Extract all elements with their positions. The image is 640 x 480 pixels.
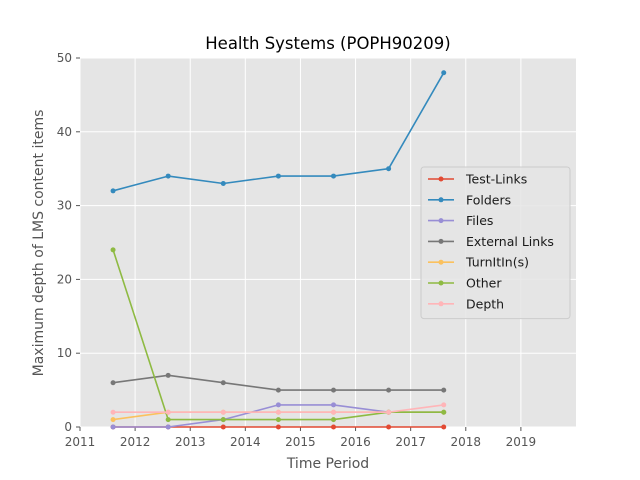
legend-item: TurnItIn(s) — [428, 255, 529, 270]
data-point-test-links — [331, 424, 337, 430]
data-point-test-links — [386, 424, 392, 430]
data-point-depth — [275, 409, 281, 415]
x-tick-label: 2011 — [65, 435, 96, 449]
legend-label: External Links — [466, 234, 554, 249]
legend-item: Folders — [428, 192, 511, 207]
x-tick-label: 2012 — [120, 435, 151, 449]
legend-item: Other — [428, 276, 502, 291]
y-tick-label: 30 — [57, 199, 72, 213]
series-folders — [110, 70, 447, 194]
data-point-other — [165, 417, 171, 423]
data-point-folders — [386, 166, 392, 172]
data-point-external-links — [331, 387, 337, 393]
y-tick-label: 20 — [57, 272, 72, 286]
legend-marker — [438, 197, 444, 203]
y-axis-ticks: 0 10 20 30 40 50 — [57, 51, 80, 434]
data-point-files — [275, 402, 281, 408]
series-depth — [110, 402, 447, 415]
data-point-other — [220, 417, 226, 423]
legend-label: TurnItIn(s) — [465, 255, 529, 270]
y-axis-label: Maximum depth of LMS content items — [31, 110, 47, 377]
data-point-folders — [331, 173, 337, 179]
series-external-links — [110, 372, 447, 393]
legend-box — [420, 166, 571, 320]
data-point-folders — [275, 173, 281, 179]
data-point-depth — [165, 409, 171, 415]
data-point-depth — [220, 409, 226, 415]
data-point-folders — [110, 188, 116, 194]
data-point-other — [441, 409, 447, 415]
data-point-depth — [331, 409, 337, 415]
y-tick-label: 40 — [57, 125, 72, 139]
legend: Test-Links Folders Files External Links Turn… — [420, 166, 571, 320]
legend-label: Test-Links — [465, 172, 527, 187]
data-point-turnitin-s — [110, 417, 116, 423]
data-point-external-links — [441, 387, 447, 393]
legend-label: Depth — [466, 296, 504, 311]
data-point-files — [110, 424, 116, 430]
data-point-depth — [441, 402, 447, 408]
x-tick-label: 2013 — [175, 435, 206, 449]
data-point-test-links — [220, 424, 226, 430]
data-point-other — [275, 417, 281, 423]
legend-marker — [438, 259, 444, 265]
data-point-test-links — [275, 424, 281, 430]
data-point-test-links — [441, 424, 447, 430]
legend-item: Depth — [428, 296, 504, 311]
x-tick-label: 2019 — [506, 435, 537, 449]
data-point-external-links — [386, 387, 392, 393]
legend-marker — [438, 218, 444, 224]
data-point-folders — [441, 70, 447, 76]
data-point-external-links — [110, 380, 116, 386]
x-tick-label: 2015 — [285, 435, 316, 449]
data-point-depth — [110, 409, 116, 415]
y-tick-label: 50 — [57, 51, 72, 65]
legend-item: External Links — [428, 234, 554, 249]
legend-marker — [438, 238, 444, 244]
x-tick-label: 2016 — [340, 435, 371, 449]
data-point-depth — [386, 409, 392, 415]
legend-marker — [438, 176, 444, 182]
x-tick-label: 2017 — [395, 435, 426, 449]
x-tick-label: 2018 — [451, 435, 482, 449]
legend-item: Test-Links — [428, 172, 527, 187]
x-axis-label: Time Period — [286, 456, 369, 472]
legend-item: Files — [428, 213, 493, 228]
chart-title: Health Systems (POPH90209) — [205, 34, 450, 53]
data-point-external-links — [275, 387, 281, 393]
legend-label: Other — [466, 276, 502, 291]
x-tick-label: 2014 — [230, 435, 261, 449]
y-tick-label: 10 — [57, 346, 72, 360]
legend-label: Folders — [466, 192, 511, 207]
data-point-external-links — [220, 380, 226, 386]
y-tick-label: 0 — [64, 420, 72, 434]
data-point-other — [110, 247, 116, 253]
data-point-folders — [165, 173, 171, 179]
data-point-folders — [220, 180, 226, 186]
legend-marker — [438, 301, 444, 307]
legend-label: Files — [466, 213, 493, 228]
legend-marker — [438, 280, 444, 286]
x-axis-ticks: 2011 2012 2013 2014 2015 2016 2017 2018 2019 — [65, 427, 536, 449]
series-layer — [110, 70, 447, 430]
data-point-files — [165, 424, 171, 430]
data-point-other — [331, 417, 337, 423]
data-point-files — [331, 402, 337, 408]
data-point-external-links — [165, 372, 171, 378]
